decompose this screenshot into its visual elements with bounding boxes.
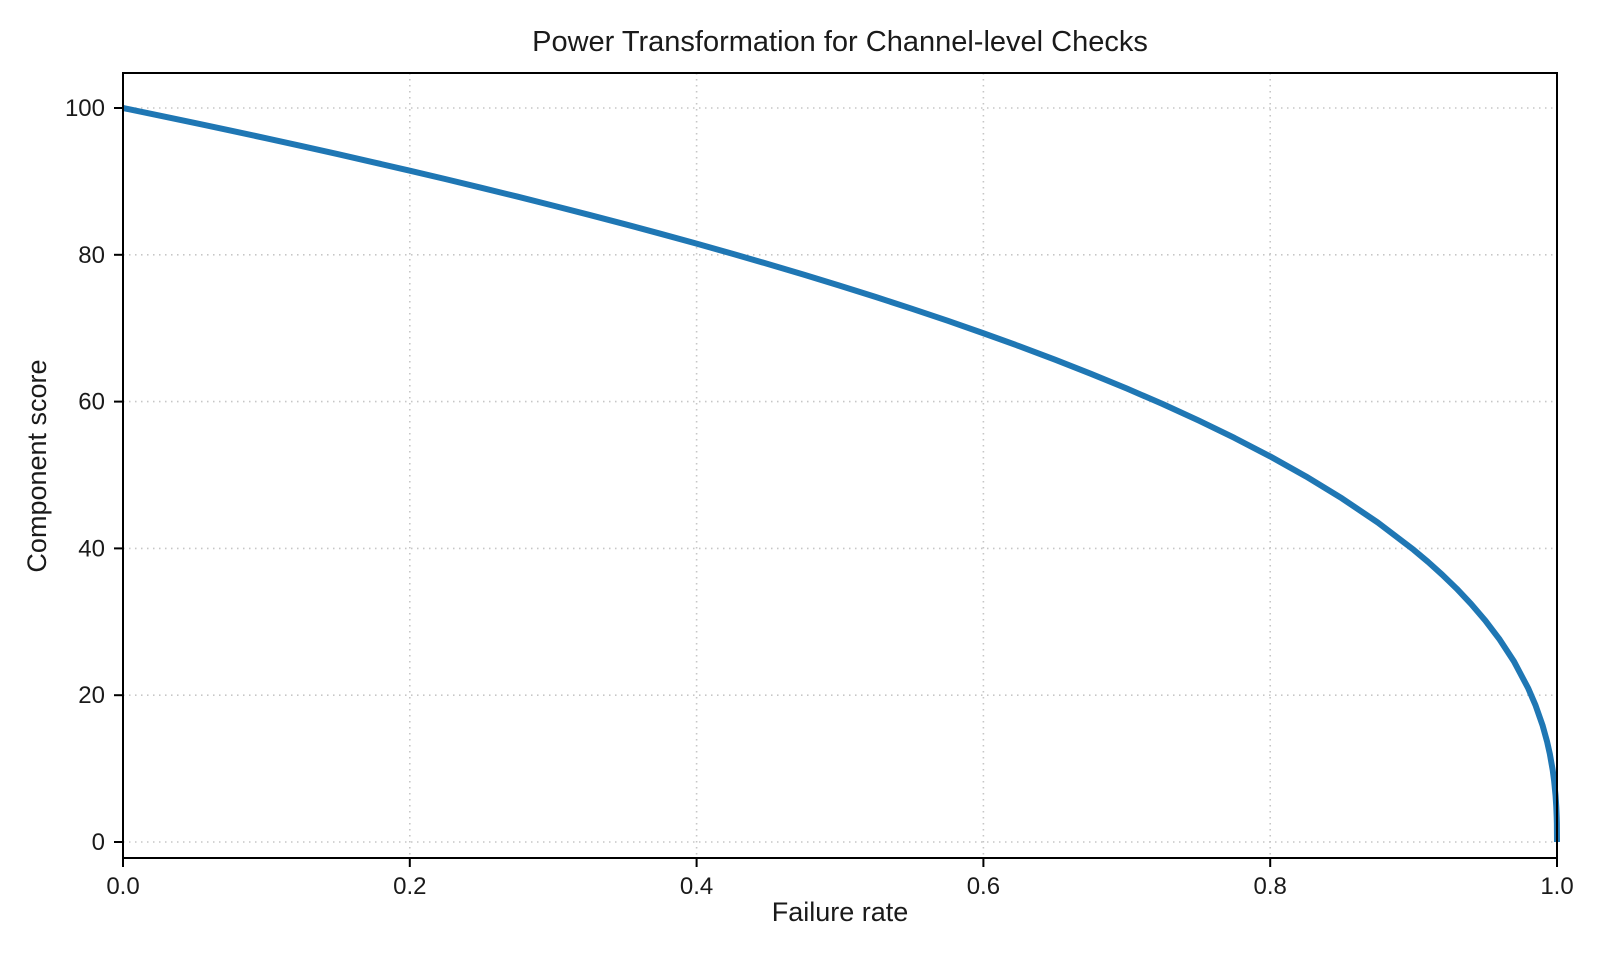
x-tick-label: 0.4 (680, 873, 713, 900)
y-tick-label: 80 (78, 242, 105, 269)
x-tick-label: 1.0 (1540, 873, 1573, 900)
grid-layer (123, 73, 1557, 858)
y-tick-label: 20 (78, 682, 105, 709)
chart-title: Power Transformation for Channel-level C… (532, 26, 1148, 58)
y-tick-label: 100 (65, 95, 105, 122)
x-tick-label: 0.6 (967, 873, 1000, 900)
x-tick-label: 0.8 (1254, 873, 1287, 900)
x-tick-label: 0.0 (106, 873, 139, 900)
plot-border (122, 72, 1558, 859)
y-tick-label: 0 (92, 829, 105, 856)
x-tick-label: 0.2 (393, 873, 426, 900)
y-axis-label: Component score (22, 359, 52, 572)
y-axis-ticks: 0 20 40 60 80 100 (65, 95, 123, 856)
y-tick-label: 40 (78, 535, 105, 562)
curve-line (122, 105, 1560, 843)
y-tick-label: 60 (78, 389, 105, 416)
x-axis-ticks: 0.0 0.2 0.4 0.6 0.8 1.0 (106, 858, 1574, 900)
x-axis-label: Failure rate (772, 897, 909, 927)
